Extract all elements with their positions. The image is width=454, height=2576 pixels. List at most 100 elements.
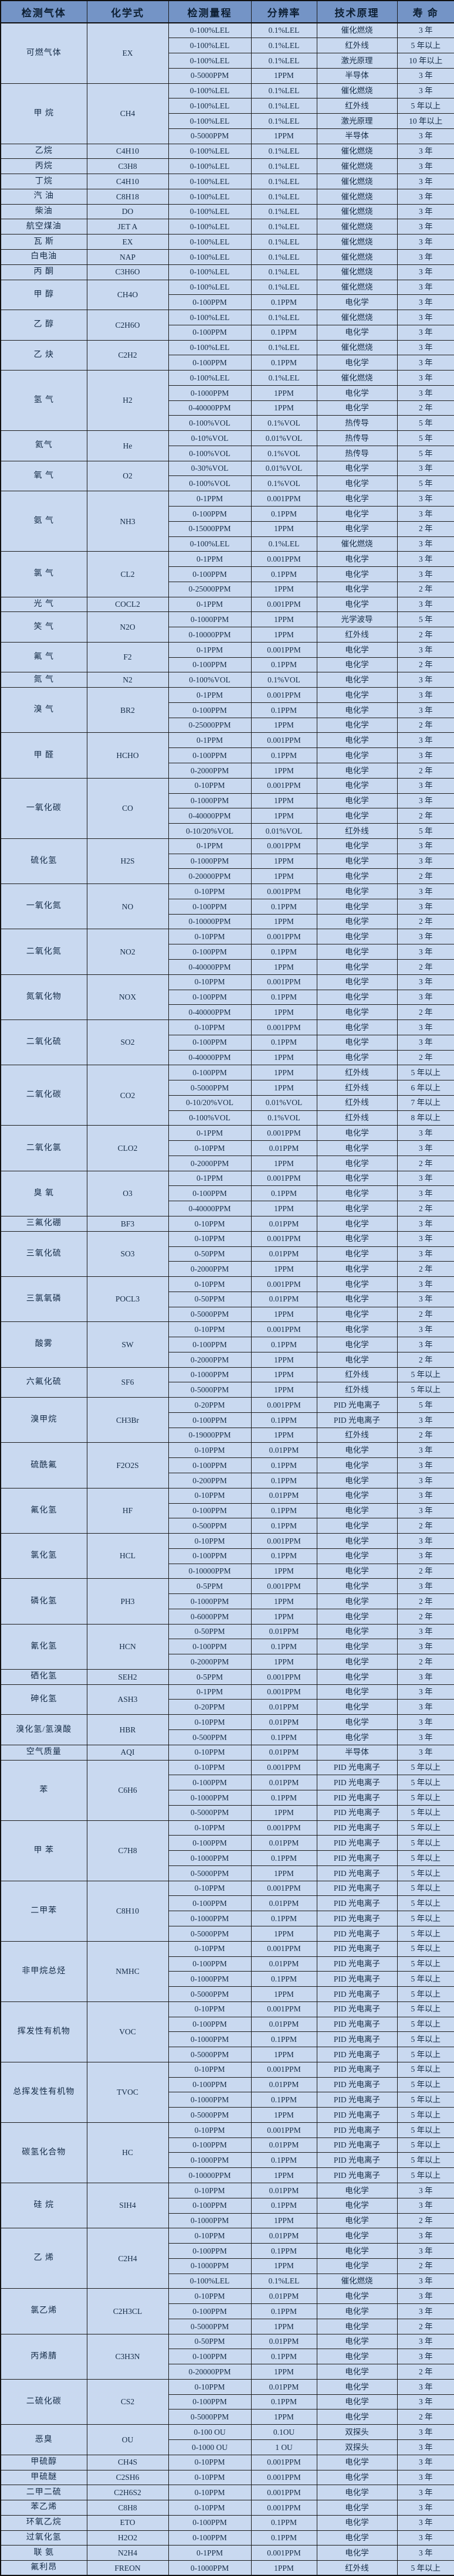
lifespan-cell: 3 年 <box>397 2349 454 2365</box>
formula-cell: DO <box>86 203 169 220</box>
formula-cell: CLO2 <box>86 1125 169 1171</box>
table-row: 可燃气体 EX 0-100%LEL 0.1%LEL 催化燃烧 3 年 <box>0 22 454 84</box>
table-row: 白电油 NAP 0-100%LEL 0.1%LEL 催化燃烧 3 年 <box>0 249 454 265</box>
range-cell: 0-10PPM <box>168 1321 252 1338</box>
lifespan-cell: 5 年以上 <box>397 2560 454 2576</box>
range-cell: 0-10PPM <box>168 1714 252 1731</box>
lifespan-cell: 3 年 <box>397 2182 454 2198</box>
resolution-cell: 0.001PPM <box>250 883 317 899</box>
principle-cell: 红外线 <box>316 38 398 54</box>
lifespan-cell: 2 年 <box>397 657 454 673</box>
resolution-cell: 0.1PPM <box>250 355 317 371</box>
table-row: 0-100PPM 0.1PPM 电化学 3 年 <box>1 1337 454 1352</box>
lifespan-cell: 3 年 <box>397 974 454 990</box>
range-cell: 0-6000PPM <box>168 1608 252 1625</box>
principle-cell: 电化学 <box>316 1049 398 1066</box>
resolution-cell: 0.1OU <box>250 2424 317 2440</box>
gas-name-cell: 硫化氢 <box>0 838 87 885</box>
gas-name-cell: 一氧化碳 <box>0 777 87 839</box>
lifespan-cell: 5 年以上 <box>397 1865 454 1881</box>
table-row: 光 气 COCL2 0-1PPM 0.001PPM 电化学 3 年 <box>0 596 454 613</box>
formula-cell: C2SH6 <box>86 2469 169 2486</box>
resolution-cell: 1PPM <box>250 627 317 643</box>
resolution-cell: 1PPM <box>250 1804 317 1821</box>
principle-cell: 电化学 <box>316 1215 398 1232</box>
range-cell: 0-100PPM <box>168 324 252 341</box>
principle-cell: 红外线 <box>316 1367 398 1383</box>
resolution-cell: 0.1%LEL <box>250 264 317 280</box>
table-row: 0-50PPM 0.01PPM 电化学 3 年 <box>1 1291 454 1307</box>
table-row: 0-100PPM 0.1PPM 电化学 3 年 <box>1 747 454 764</box>
range-cell: 0-100PPM <box>168 2197 252 2214</box>
table-row: 磷化氢 PH3 0-5PPM 0.001PPM 电化学 3 年 <box>0 1578 454 1625</box>
resolution-cell: 0.01PPM <box>250 1140 317 1156</box>
principle-cell: 电化学 <box>316 2500 398 2516</box>
principle-cell: 电化学 <box>316 1201 398 1216</box>
resolution-cell: 0.1%LEL <box>250 22 317 39</box>
range-cell: 0-1000PPM <box>168 2031 252 2048</box>
principle-cell: 电化学 <box>316 2258 398 2274</box>
resolution-cell: 0.1PPM <box>250 1790 317 1806</box>
lifespan-cell: 2 年 <box>397 763 454 779</box>
gas-name-cell: 碳氢化合物 <box>0 2122 87 2183</box>
table-row: 溴 气 BR2 0-1PPM 0.001PPM 电化学 3 年 <box>0 687 454 733</box>
table-row: 0-25000PPM 1PPM 电化学 2 年 <box>1 581 454 597</box>
gas-name-cell: 二甲苯 <box>0 1880 87 1942</box>
resolution-cell: 0.01PPM <box>250 2182 317 2198</box>
table-row: 二氧化碳 CO2 0-100PPM 1PPM 红外线 5 年以上 <box>0 1065 454 1126</box>
principle-cell: 电化学 <box>316 974 398 990</box>
table-row: 氯乙烯 C2H3CL 0-10PPM 0.01PPM 电化学 3 年 <box>0 2288 454 2334</box>
lifespan-cell: 2 年 <box>397 1049 454 1066</box>
table-row: 航空煤油 JET A 0-100%LEL 0.1%LEL 催化燃烧 3 年 <box>0 219 454 235</box>
gas-name-cell: 光 气 <box>0 596 87 613</box>
lifespan-cell: 3 年 <box>397 279 454 295</box>
range-cell: 0-5000PPM <box>168 1925 252 1942</box>
range-cell: 0-10PPM <box>168 1019 252 1035</box>
principle-cell: 电化学 <box>316 2409 398 2425</box>
lifespan-cell: 3 年 <box>397 1034 454 1051</box>
lifespan-cell: 3 年 <box>397 2485 454 2501</box>
lifespan-cell: 3 年 <box>397 1503 454 1519</box>
resolution-cell: 0.1%LEL <box>250 203 317 220</box>
principle-cell: 电化学 <box>316 1684 398 1700</box>
gas-name-cell: 甲 醇 <box>0 279 87 311</box>
resolution-cell: 1PPM <box>250 1608 317 1625</box>
table-row: 0-1000PPM 1PPM 电化学 3 年 <box>1 385 454 401</box>
resolution-cell: 1PPM <box>250 2167 317 2183</box>
table-row: 丙 酮 C3H6O 0-100%LEL 0.1%LEL 催化燃烧 3 年 <box>0 264 454 280</box>
lifespan-cell: 3 年 <box>397 143 454 159</box>
gas-name-cell: 航空煤油 <box>0 219 87 235</box>
lifespan-cell: 3 年 <box>397 2545 454 2561</box>
principle-cell: 电化学 <box>316 2213 398 2229</box>
principle-cell: 电化学 <box>316 687 398 703</box>
principle-cell: PID 光电离子 <box>316 2092 398 2108</box>
table-row: 0-100%LEL 0.1%LEL 催化燃烧 3 年 <box>1 536 454 552</box>
formula-cell: HF <box>86 1487 169 1534</box>
lifespan-cell: 2 年 <box>397 521 454 537</box>
resolution-cell: 0.001PPM <box>250 929 317 945</box>
range-cell: 0-1000PPM <box>168 793 252 809</box>
lifespan-cell: 5 年以上 <box>397 1820 454 1836</box>
principle-cell: 电化学 <box>316 2197 398 2214</box>
table-row: 二甲二硫 C2H6S2 0-10PPM 0.001PPM 电化学 3 年 <box>0 2485 454 2501</box>
table-row: 0-1000PPM 1PPM 电化学 2 年 <box>1 2258 454 2274</box>
formula-cell: SO2 <box>86 1019 169 1066</box>
formula-cell: CS2 <box>86 2378 169 2425</box>
principle-cell: 电化学 <box>316 702 398 718</box>
table-row: 氟利昂 FREON 0-1000PPM 1PPM 红外线 5 年以上 <box>0 2560 454 2576</box>
range-cell: 0-10PPM <box>168 2469 252 2486</box>
range-cell: 0-5000PPM <box>168 2107 252 2123</box>
table-row: 0-500PPM 0.1PPM 电化学 2 年 <box>1 1518 454 1534</box>
lifespan-cell: 2 年 <box>397 2409 454 2425</box>
resolution-cell: 0.1PPM <box>250 989 317 1005</box>
gas-name-cell: 氯乙烯 <box>0 2288 87 2334</box>
resolution-cell: 0.1PPM <box>250 1473 317 1488</box>
gas-name-cell: 氟 气 <box>0 641 87 673</box>
range-cell: 0-10PPM <box>168 1941 252 1957</box>
formula-cell: EX <box>86 22 169 84</box>
principle-cell: PID 光电离子 <box>316 1865 398 1881</box>
formula-cell: NO2 <box>86 929 169 975</box>
lifespan-cell: 3 年 <box>397 2530 454 2546</box>
lifespan-cell: 3 年 <box>397 385 454 401</box>
lifespan-cell: 3 年 <box>397 234 454 250</box>
